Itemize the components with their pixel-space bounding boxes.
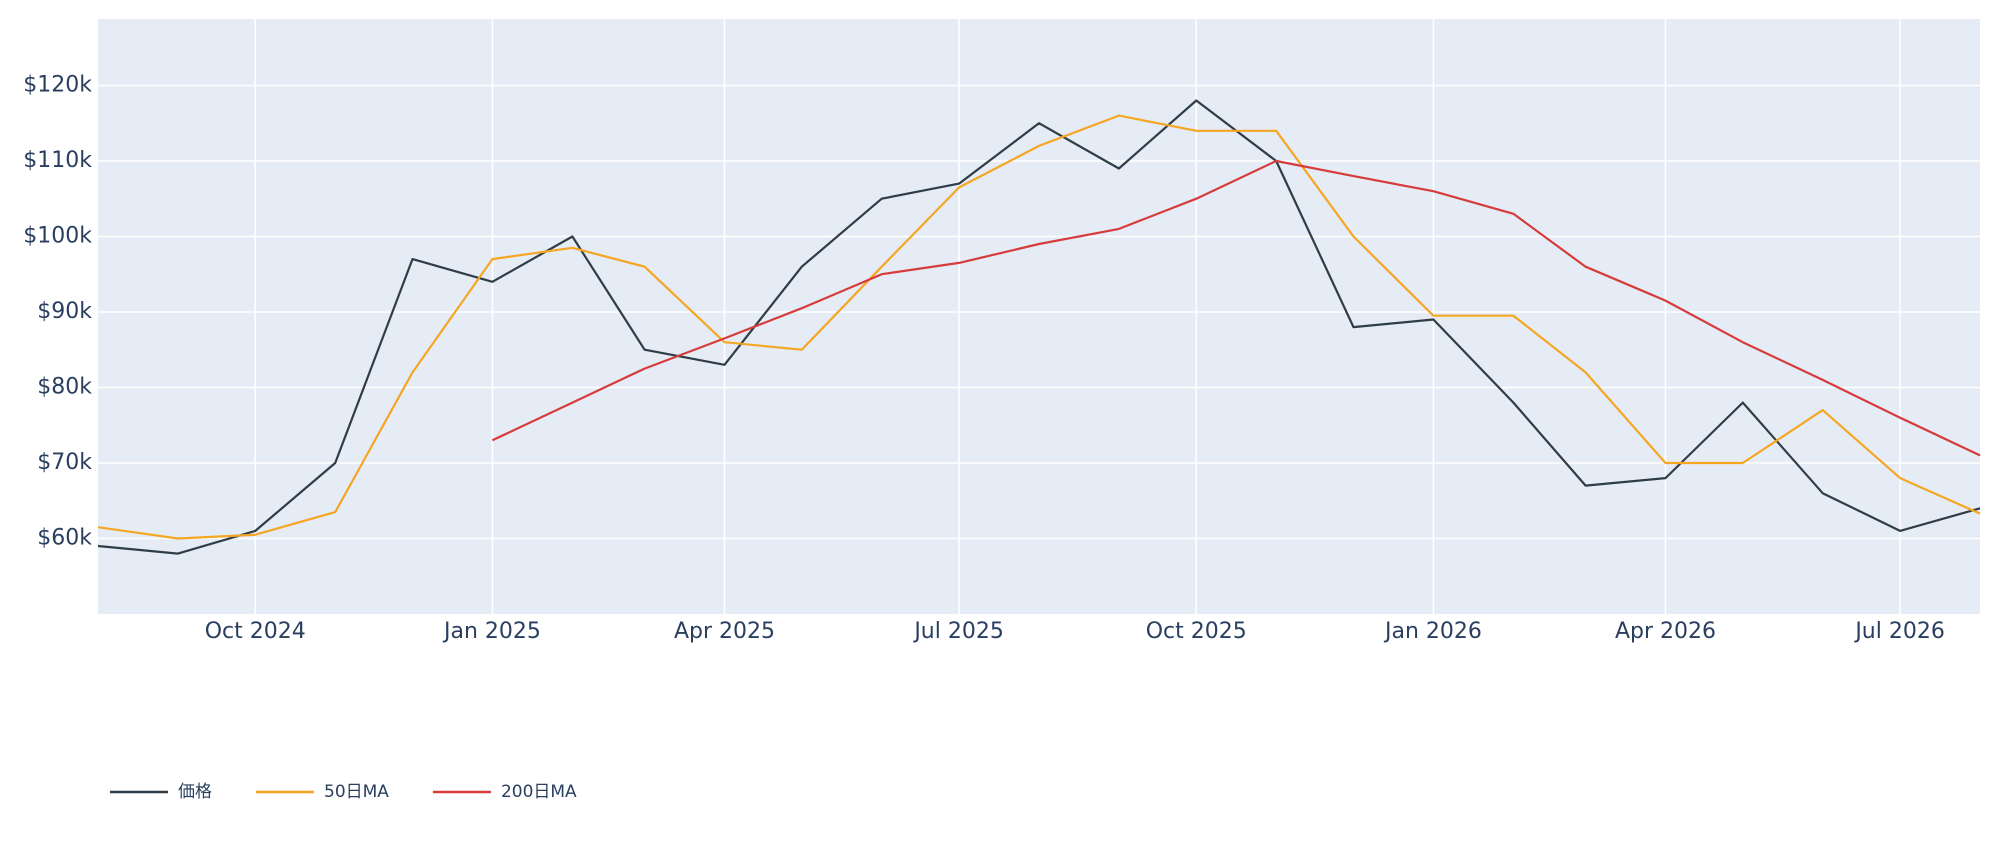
x-tick-label: Jul 2026 <box>1853 619 1945 644</box>
x-tick-label: Oct 2024 <box>205 619 306 644</box>
y-tick-label: $120k <box>23 72 92 97</box>
x-tick-label: Jan 2026 <box>1383 619 1482 644</box>
y-tick-label: $110k <box>23 148 92 173</box>
x-tick-label: Apr 2025 <box>674 619 775 644</box>
legend-label[interactable]: 200日MA <box>501 782 577 802</box>
plot-area <box>98 19 1980 614</box>
series-line <box>97 114 1981 540</box>
legend-label[interactable]: 50日MA <box>324 782 389 802</box>
y-tick-label: $60k <box>37 525 92 550</box>
x-tick-label: Oct 2025 <box>1146 619 1247 644</box>
x-tick-label: Jan 2025 <box>442 619 541 644</box>
series-line <box>491 159 1981 457</box>
y-tick-label: $80k <box>37 374 92 399</box>
y-tick-label: $70k <box>37 450 92 475</box>
y-tick-label: $100k <box>23 223 92 248</box>
x-tick-label: Jul 2025 <box>912 619 1004 644</box>
y-tick-label: $90k <box>37 299 92 324</box>
legend-label[interactable]: 価格 <box>178 782 212 802</box>
series-line <box>97 99 1981 555</box>
x-tick-label: Apr 2026 <box>1615 619 1716 644</box>
